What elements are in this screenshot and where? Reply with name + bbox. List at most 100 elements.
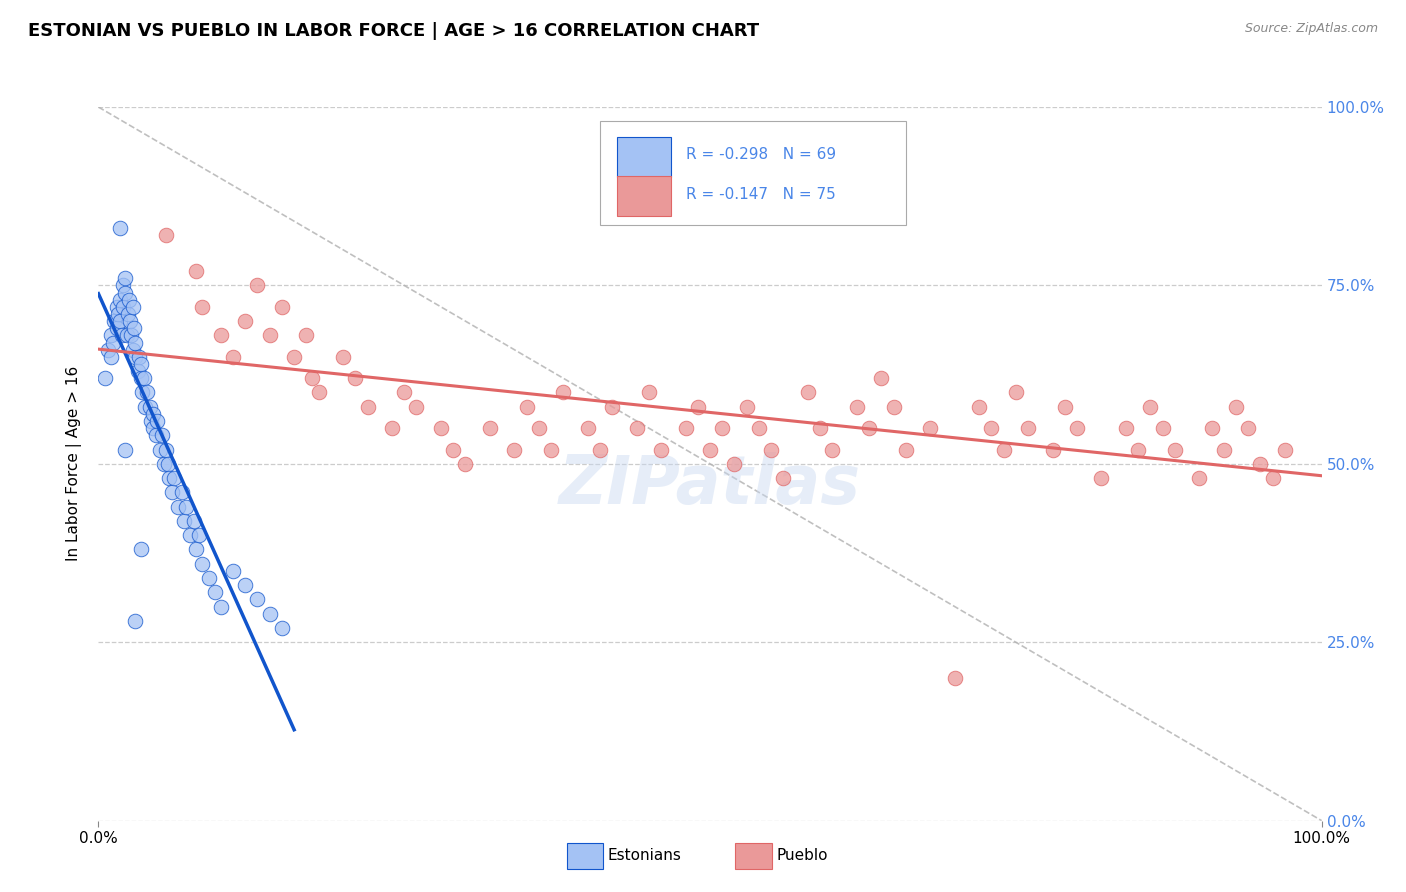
Point: [1188, 471, 1211, 485]
Point: [686, 400, 709, 414]
Point: [105, 300, 128, 314]
Point: [301, 371, 323, 385]
Point: [1261, 471, 1284, 485]
Point: [858, 421, 880, 435]
Point: [209, 599, 232, 614]
Point: [967, 400, 990, 414]
Point: [187, 528, 209, 542]
Point: [173, 514, 195, 528]
Point: [110, 314, 132, 328]
Point: [127, 364, 149, 378]
Text: R = -0.147   N = 75: R = -0.147 N = 75: [686, 186, 835, 202]
Point: [295, 328, 318, 343]
Point: [883, 400, 905, 414]
Point: [1225, 400, 1247, 414]
Point: [142, 407, 165, 421]
Point: [894, 442, 917, 457]
Point: [117, 307, 139, 321]
Point: [845, 400, 868, 414]
FancyBboxPatch shape: [617, 137, 671, 177]
Point: [139, 400, 162, 414]
Point: [100, 328, 122, 343]
Point: [246, 278, 269, 293]
Point: [145, 428, 167, 442]
Point: [105, 321, 128, 335]
Point: [111, 300, 134, 314]
Text: Source: ZipAtlas.com: Source: ZipAtlas.com: [1244, 22, 1378, 36]
Point: [1212, 442, 1234, 457]
Point: [103, 314, 125, 328]
Point: [638, 385, 661, 400]
Point: [93, 371, 115, 385]
Point: [122, 321, 145, 335]
Point: [167, 500, 190, 514]
Point: [1090, 471, 1112, 485]
Point: [381, 421, 404, 435]
FancyBboxPatch shape: [617, 177, 671, 216]
Point: [270, 300, 294, 314]
Point: [270, 621, 294, 635]
Point: [233, 314, 256, 328]
Point: [1274, 442, 1296, 457]
Point: [170, 485, 193, 500]
Point: [111, 278, 134, 293]
Point: [204, 585, 226, 599]
Point: [155, 228, 177, 243]
Point: [146, 414, 169, 428]
Point: [186, 264, 208, 278]
Point: [441, 442, 464, 457]
Point: [246, 592, 269, 607]
Point: [1017, 421, 1039, 435]
Point: [600, 400, 623, 414]
Point: [515, 400, 537, 414]
FancyBboxPatch shape: [600, 121, 905, 225]
Point: [120, 314, 142, 328]
Point: [124, 335, 146, 350]
Text: Pueblo: Pueblo: [776, 848, 828, 863]
Point: [283, 350, 305, 364]
Point: [160, 485, 183, 500]
Point: [1152, 421, 1174, 435]
Point: [540, 442, 562, 457]
Point: [101, 335, 124, 350]
Point: [1249, 457, 1271, 471]
Point: [1164, 442, 1187, 457]
Point: [259, 328, 281, 343]
Point: [163, 471, 186, 485]
Point: [772, 471, 794, 485]
Point: [183, 514, 205, 528]
Point: [97, 343, 120, 357]
Point: [993, 442, 1015, 457]
Point: [129, 357, 152, 371]
Point: [114, 442, 136, 457]
Point: [110, 221, 132, 235]
Point: [711, 421, 734, 435]
Point: [132, 371, 155, 385]
Point: [920, 421, 942, 435]
Point: [356, 400, 378, 414]
Point: [209, 328, 232, 343]
Point: [821, 442, 844, 457]
Point: [110, 293, 132, 307]
Point: [503, 442, 526, 457]
Point: [142, 421, 165, 435]
Point: [943, 671, 966, 685]
Point: [1115, 421, 1137, 435]
Point: [259, 607, 281, 621]
Text: Estonians: Estonians: [607, 848, 682, 863]
Point: [129, 371, 152, 385]
Point: [118, 293, 141, 307]
Point: [650, 442, 672, 457]
Point: [114, 271, 136, 285]
Point: [748, 421, 770, 435]
Point: [120, 328, 142, 343]
Point: [124, 614, 146, 628]
Point: [134, 400, 156, 414]
Point: [157, 457, 180, 471]
Point: [761, 442, 783, 457]
Point: [553, 385, 575, 400]
Point: [115, 328, 138, 343]
Point: [222, 564, 245, 578]
Text: ZIPatlas: ZIPatlas: [560, 452, 860, 518]
Point: [405, 400, 427, 414]
